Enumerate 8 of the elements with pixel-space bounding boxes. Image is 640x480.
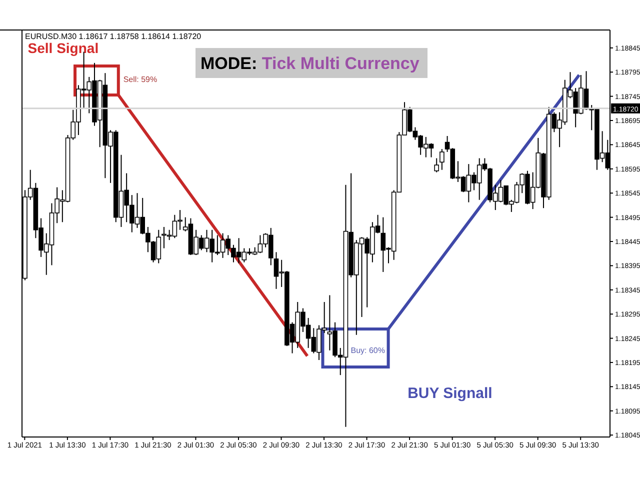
annotation: Buy: 60%: [350, 346, 385, 355]
annotation: Sell Signal: [28, 40, 99, 56]
chart-title: EURUSD.M30 1.18617 1.18758 1.18614 1.18720: [25, 32, 202, 41]
annotation: BUY Signall: [408, 385, 492, 402]
candlestick: [434, 158, 439, 173]
candlestick: [440, 148, 444, 170]
annotation: Sell: 59%: [123, 75, 158, 84]
annotation: MODE: Tick Multi Currency: [200, 54, 420, 73]
